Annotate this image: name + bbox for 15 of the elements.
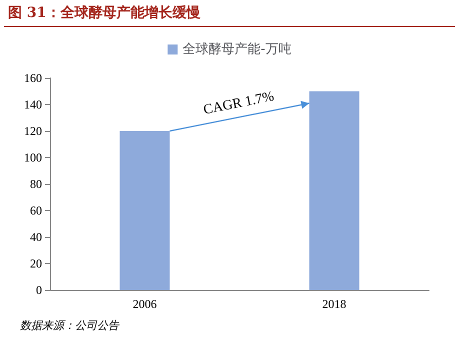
annotation: CAGR 1.7%: [202, 89, 276, 118]
y-tick-label: 40: [30, 230, 42, 244]
y-tick-label: 140: [24, 98, 42, 112]
legend-label: 全球酵母产能-万吨: [182, 42, 292, 57]
y-tick-label: 20: [30, 256, 42, 270]
y-tick-label: 80: [30, 177, 42, 191]
y-tick-label: 160: [24, 71, 42, 85]
y-tick-label: 60: [30, 204, 42, 218]
y-tick-label: 120: [24, 124, 42, 138]
x-tick-label: 2006: [132, 297, 157, 311]
y-tick-label: 0: [36, 283, 42, 297]
source-note: 数据来源：公司公告: [20, 318, 119, 333]
y-tick-label: 100: [24, 150, 42, 164]
x-tick-label: 2018: [322, 297, 346, 311]
chart-title: 图 31：全球酵母产能增长缓慢: [8, 4, 200, 22]
